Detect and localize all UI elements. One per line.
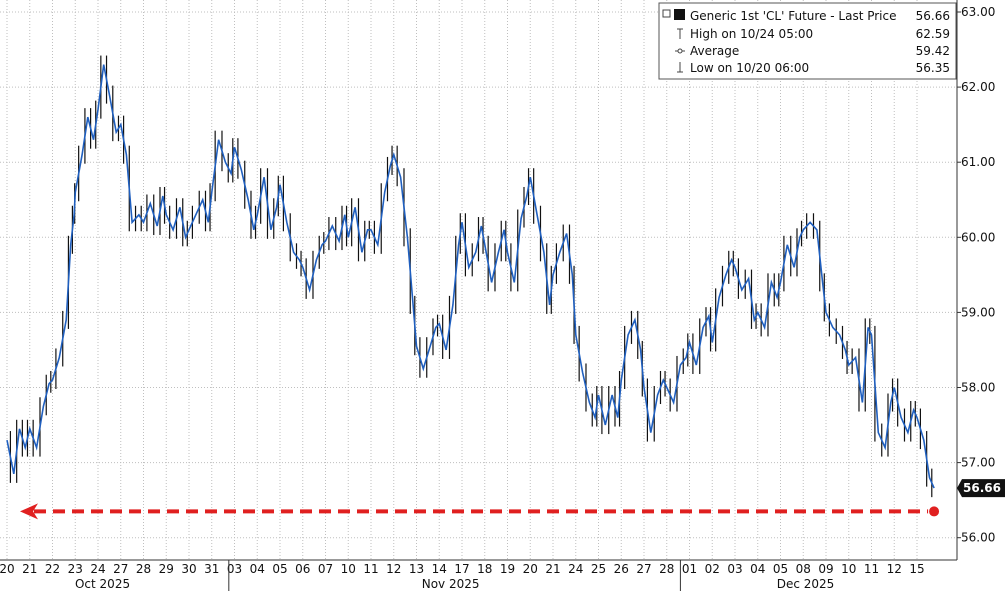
x-tick-label: 20: [523, 562, 538, 576]
x-tick-label: 28: [136, 562, 151, 576]
x-tick-label: 25: [591, 562, 606, 576]
x-tick-label: 14: [432, 562, 447, 576]
x-tick-label: 21: [22, 562, 37, 576]
x-tick-label: 19: [500, 562, 515, 576]
x-tick-label: 01: [682, 562, 697, 576]
x-tick-label: 15: [909, 562, 924, 576]
legend-high-label: High on 10/24 05:00: [690, 27, 813, 41]
legend-main-value: 56.66: [916, 9, 950, 23]
x-tick-label: 03: [227, 562, 242, 576]
x-tick-label: 05: [272, 562, 287, 576]
legend-collapse-box: [662, 9, 671, 18]
legend-high-value: 62.59: [916, 27, 950, 41]
legend-low-icon: [677, 62, 683, 73]
x-tick-label: 20: [0, 562, 15, 576]
x-tick-label: 31: [204, 562, 219, 576]
legend-low-label: Low on 10/20 06:00: [690, 61, 809, 75]
y-tick-label: 56.00: [961, 531, 995, 545]
x-tick-label: 12: [386, 562, 401, 576]
legend: Generic 1st 'CL' Future - Last Price 56.…: [658, 2, 957, 80]
low-reference-layer: [20, 503, 940, 520]
x-tick-label: 12: [887, 562, 902, 576]
y-tick-label: 61.00: [961, 155, 995, 169]
y-tick-label: 60.00: [961, 230, 995, 244]
x-tick-label: 26: [614, 562, 629, 576]
x-tick-label: 11: [363, 562, 378, 576]
series-layer: [6, 55, 935, 498]
legend-high-icon: [677, 28, 683, 39]
legend-low-value: 56.35: [916, 61, 950, 75]
month-label: Oct 2025: [75, 577, 130, 591]
x-tick-label: 09: [818, 562, 833, 576]
low-reference-arrowhead: [20, 503, 38, 520]
x-tick-label: 24: [90, 562, 105, 576]
legend-average-icon: [675, 48, 685, 54]
month-label: Nov 2025: [422, 577, 480, 591]
last-price-tag: 56.66: [957, 479, 1005, 498]
y-tick-label: 59.00: [961, 305, 995, 319]
grid-layer: [0, 0, 957, 560]
x-tick-label: 27: [113, 562, 128, 576]
x-tick-label: 02: [705, 562, 720, 576]
x-tick-label: 07: [318, 562, 333, 576]
x-tick-label: 30: [181, 562, 196, 576]
legend-average-label: Average: [690, 44, 739, 58]
legend-main-label: Generic 1st 'CL' Future - Last Price: [690, 9, 897, 23]
y-tick-label: 58.00: [961, 381, 995, 395]
x-tick-label: 22: [45, 562, 60, 576]
legend-average-value: 59.42: [916, 44, 950, 58]
x-tick-label: 24: [568, 562, 583, 576]
month-label: Dec 2025: [777, 577, 835, 591]
x-tick-label: 18: [477, 562, 492, 576]
x-tick-label: 27: [636, 562, 651, 576]
legend-main-swatch: [674, 9, 685, 20]
x-tick-label: 05: [773, 562, 788, 576]
legend-box: [658, 2, 957, 80]
x-tick-label: 10: [341, 562, 356, 576]
y-tick-label: 62.00: [961, 80, 995, 94]
low-reference-endpoint: [929, 506, 940, 517]
x-tick-label: 03: [727, 562, 742, 576]
y-tick-label: 57.00: [961, 456, 995, 470]
x-tick-label: 17: [454, 562, 469, 576]
x-tick-label: 29: [159, 562, 174, 576]
y-tick-label: 63.00: [961, 5, 995, 19]
x-tick-label: 08: [796, 562, 811, 576]
price-line: [6, 64, 935, 489]
last-price-tag-shape: [957, 479, 1005, 498]
last-price-tag-text: 56.66: [963, 481, 1001, 495]
x-tick-label: 23: [68, 562, 83, 576]
x-tick-label: 13: [409, 562, 424, 576]
x-tick-label: 06: [295, 562, 310, 576]
x-tick-label: 04: [250, 562, 265, 576]
x-tick-label: 04: [750, 562, 765, 576]
x-tick-label: 11: [864, 562, 879, 576]
x-tick-label: 21: [545, 562, 560, 576]
x-tick-label: 10: [841, 562, 856, 576]
x-tick-label: 28: [659, 562, 674, 576]
